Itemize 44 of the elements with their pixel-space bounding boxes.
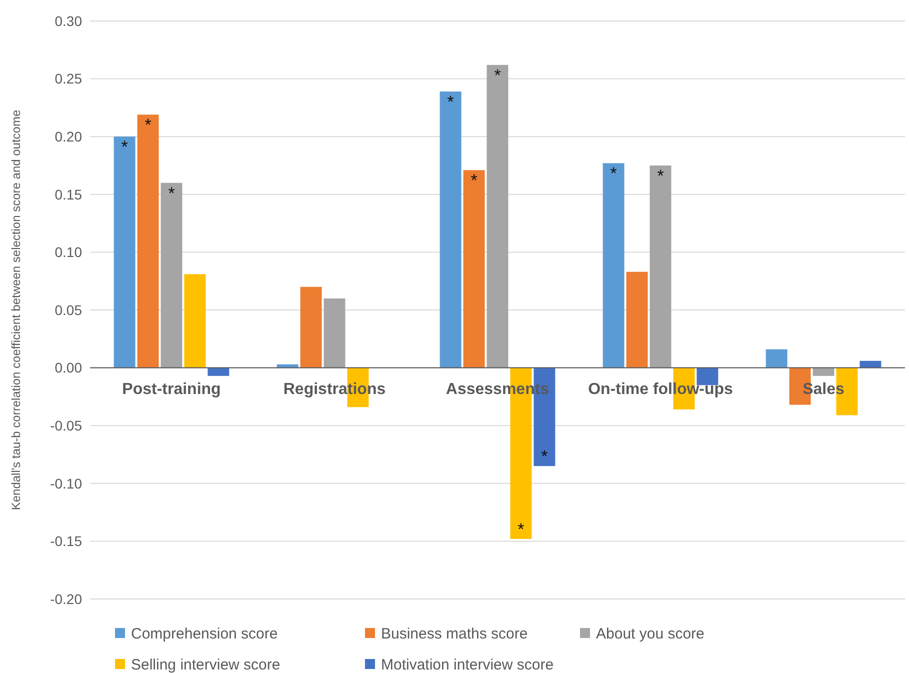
y-axis-title: Kendall's tau-b correlation coefficient between selection score and outcome [9,110,23,510]
legend-label: Motivation interview score [381,656,554,673]
bar [114,136,136,368]
bar [650,166,672,368]
bar [860,360,882,368]
bar [812,368,834,376]
bar [486,64,508,368]
y-tick-label: -0.15 [50,533,82,550]
y-tick-label: 0.25 [54,70,82,87]
data-label: * [541,447,548,466]
bar [184,274,206,368]
legend-label: Selling interview score [131,656,280,673]
bar [137,114,159,368]
data-label: * [657,166,664,186]
data-label: * [168,184,176,203]
legend-label: About you score [596,625,704,642]
data-label: * [447,92,454,112]
legend-label: Business maths score [381,625,528,642]
legend-label: Comprehension score [131,625,278,642]
data-label: * [518,520,525,539]
data-label: * [470,171,478,190]
bar [208,368,230,376]
bar [626,272,648,368]
bar [300,286,322,368]
y-tick-label: 0.20 [54,128,82,144]
bar [602,163,624,368]
bar [324,298,346,368]
bar [160,182,182,368]
y-tick-label: -0.05 [50,418,82,434]
y-tick-label: 0.05 [54,302,82,318]
data-label: * [494,66,502,85]
bar [463,170,485,368]
y-tick-label: 0.00 [54,360,82,376]
y-tick-label: 0.10 [54,244,82,260]
bar [766,349,788,368]
data-label: * [144,116,152,135]
x-tick-label: Post-training [122,380,221,398]
data-label: * [121,138,128,157]
y-tick-label: 0.15 [54,186,82,202]
bar [440,92,462,368]
y-tick-label: 0.30 [54,12,82,29]
y-tick-label: -0.10 [50,475,82,492]
y-tick-label: -0.20 [50,590,82,607]
data-label: * [610,164,618,184]
